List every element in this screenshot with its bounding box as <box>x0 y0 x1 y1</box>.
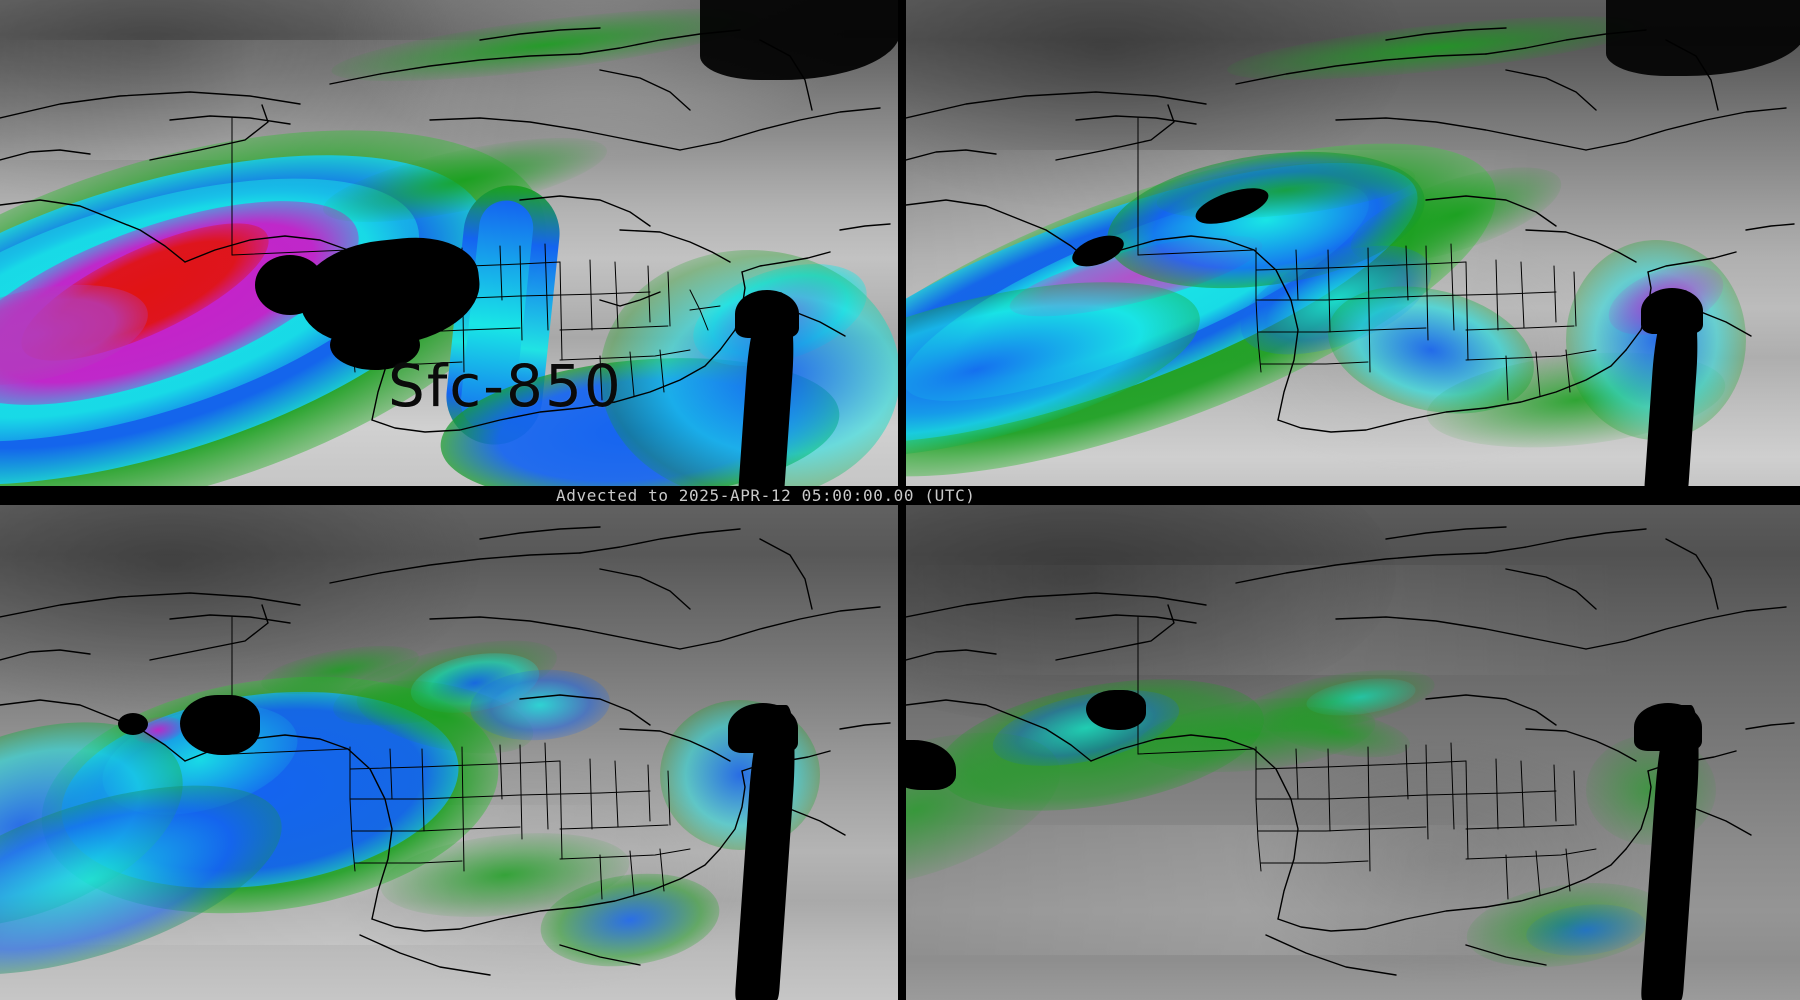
panel-700-500[interactable]: 700-500 <box>0 505 898 1000</box>
panel-850-700[interactable]: 850-700 <box>906 0 1800 497</box>
moisture-field <box>906 505 1800 1000</box>
banner-right-fill <box>1125 486 1800 505</box>
timestamp-text: Advected to 2025-APR-12 05:00:00.00 (UTC… <box>556 486 976 505</box>
moisture-field <box>0 505 898 1000</box>
moisture-field <box>906 0 1800 497</box>
panel-label-sfc-850: Sfc-850 <box>388 352 623 420</box>
panel-500-300[interactable]: 500-300 <box>906 505 1800 1000</box>
timestamp-banner: Advected to 2025-APR-12 05:00:00.00 (UTC… <box>0 486 1800 505</box>
banner-left-fill <box>0 486 556 505</box>
panel-sfc-850[interactable]: Sfc-850 <box>0 0 898 497</box>
moisture-field <box>0 0 898 497</box>
